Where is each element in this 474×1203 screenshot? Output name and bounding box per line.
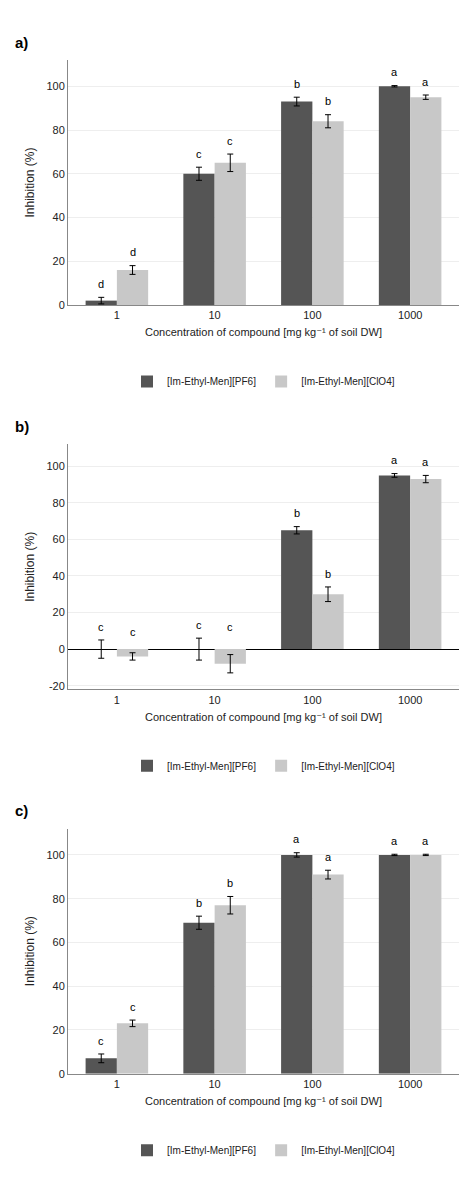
svg-text:d: d (130, 246, 136, 258)
svg-text:a: a (391, 454, 398, 466)
svg-text:0: 0 (59, 1068, 65, 1080)
svg-text:100: 100 (303, 309, 321, 321)
svg-text:20: 20 (53, 255, 65, 267)
svg-text:10: 10 (209, 309, 221, 321)
svg-text:d: d (98, 278, 104, 290)
svg-text:60: 60 (53, 533, 65, 545)
svg-text:a: a (391, 66, 398, 78)
svg-text:c: c (196, 619, 202, 631)
svg-text:c): c) (15, 802, 28, 819)
svg-text:[Im-Ethyl-Men][ClO4]: [Im-Ethyl-Men][ClO4] (301, 376, 395, 387)
svg-text:c: c (130, 1001, 136, 1013)
svg-text:100: 100 (46, 849, 64, 861)
svg-text:a: a (422, 835, 429, 847)
svg-text:1000: 1000 (398, 1078, 422, 1090)
svg-text:[Im-Ethyl-Men][PF6]: [Im-Ethyl-Men][PF6] (167, 376, 256, 387)
svg-text:b): b) (15, 418, 29, 435)
svg-text:a: a (422, 456, 429, 468)
svg-text:40: 40 (53, 570, 65, 582)
svg-text:Concentration of compound [mg: Concentration of compound [mg kg⁻¹ of so… (145, 1095, 382, 1107)
svg-text:40: 40 (53, 980, 65, 992)
svg-text:1: 1 (114, 309, 120, 321)
svg-text:1000: 1000 (398, 309, 422, 321)
svg-text:b: b (227, 877, 233, 889)
svg-text:0: 0 (59, 643, 65, 655)
svg-text:60: 60 (53, 168, 65, 180)
svg-text:Inhibition (%): Inhibition (%) (23, 532, 37, 602)
svg-text:a: a (422, 76, 429, 88)
svg-text:Inhibition (%): Inhibition (%) (23, 147, 37, 217)
svg-text:c: c (98, 1035, 104, 1047)
svg-text:c: c (130, 626, 136, 638)
svg-text:80: 80 (53, 497, 65, 509)
svg-text:100: 100 (303, 1078, 321, 1090)
svg-text:[Im-Ethyl-Men][ClO4]: [Im-Ethyl-Men][ClO4] (301, 761, 395, 772)
svg-text:1: 1 (114, 694, 120, 706)
svg-text:a: a (391, 835, 398, 847)
svg-text:100: 100 (303, 694, 321, 706)
svg-text:Concentration of compound [mg: Concentration of compound [mg kg⁻¹ of so… (145, 326, 382, 338)
svg-text:c: c (227, 621, 233, 633)
svg-text:0: 0 (59, 299, 65, 311)
svg-text:40: 40 (53, 211, 65, 223)
svg-text:20: 20 (53, 1024, 65, 1036)
svg-text:b: b (325, 568, 331, 580)
svg-text:1000: 1000 (398, 694, 422, 706)
svg-text:Concentration of compound [mg: Concentration of compound [mg kg⁻¹ of so… (145, 711, 382, 723)
svg-text:1: 1 (114, 1078, 120, 1090)
svg-text:80: 80 (53, 893, 65, 905)
svg-text:a: a (293, 833, 300, 845)
svg-text:60: 60 (53, 936, 65, 948)
svg-text:c: c (98, 621, 104, 633)
svg-text:a: a (325, 851, 332, 863)
svg-text:b: b (294, 507, 300, 519)
svg-text:10: 10 (209, 694, 221, 706)
svg-text:b: b (196, 897, 202, 909)
svg-text:a): a) (15, 34, 28, 51)
svg-text:c: c (227, 135, 233, 147)
svg-text:b: b (325, 95, 331, 107)
svg-text:20: 20 (53, 606, 65, 618)
svg-text:100: 100 (46, 460, 64, 472)
svg-text:[Im-Ethyl-Men][PF6]: [Im-Ethyl-Men][PF6] (167, 761, 256, 772)
svg-text:[Im-Ethyl-Men][PF6]: [Im-Ethyl-Men][PF6] (167, 1145, 256, 1156)
svg-text:10: 10 (209, 1078, 221, 1090)
svg-text:Inhibition (%): Inhibition (%) (23, 916, 37, 986)
svg-text:100: 100 (46, 80, 64, 92)
svg-text:b: b (294, 78, 300, 90)
svg-text:[Im-Ethyl-Men][ClO4]: [Im-Ethyl-Men][ClO4] (301, 1145, 395, 1156)
svg-text:80: 80 (53, 124, 65, 136)
svg-text:c: c (196, 148, 202, 160)
svg-text:-20: -20 (49, 680, 65, 692)
